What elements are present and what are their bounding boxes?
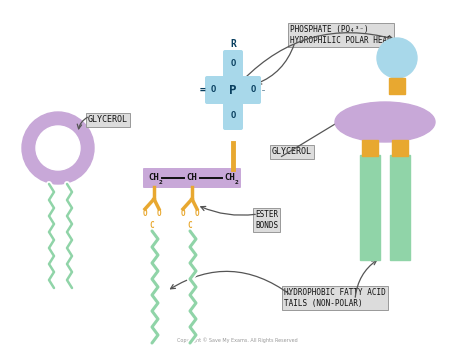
FancyBboxPatch shape xyxy=(143,168,241,188)
Circle shape xyxy=(22,112,94,184)
Text: CH: CH xyxy=(149,174,159,182)
Text: 2: 2 xyxy=(159,180,163,184)
Text: 2: 2 xyxy=(235,180,239,184)
FancyBboxPatch shape xyxy=(205,76,261,104)
Bar xyxy=(362,140,378,156)
Bar xyxy=(392,140,408,156)
Text: HYDROPHOBIC FATTY ACID
TAILS (NON-POLAR): HYDROPHOBIC FATTY ACID TAILS (NON-POLAR) xyxy=(284,288,386,308)
Text: CH: CH xyxy=(225,174,236,182)
Text: O: O xyxy=(210,86,216,95)
Text: P: P xyxy=(229,84,237,96)
Text: O: O xyxy=(181,209,185,219)
Text: ESTER
BONDS: ESTER BONDS xyxy=(255,210,278,230)
Text: O: O xyxy=(195,209,199,219)
Text: =: = xyxy=(200,85,206,95)
Text: C: C xyxy=(188,221,192,229)
Text: O: O xyxy=(157,209,161,219)
Text: Copyright © Save My Exams. All Rights Reserved: Copyright © Save My Exams. All Rights Re… xyxy=(177,337,297,343)
Text: O: O xyxy=(250,86,255,95)
Text: R: R xyxy=(230,39,236,49)
Text: GLYCEROL: GLYCEROL xyxy=(88,116,128,125)
Text: ⁻: ⁻ xyxy=(261,87,265,96)
Text: O: O xyxy=(230,60,236,69)
Text: O: O xyxy=(143,209,147,219)
Circle shape xyxy=(36,126,80,170)
Text: O: O xyxy=(230,111,236,120)
FancyBboxPatch shape xyxy=(223,50,243,130)
Text: C: C xyxy=(150,221,155,229)
Text: CH: CH xyxy=(187,174,197,182)
Ellipse shape xyxy=(335,102,435,142)
Circle shape xyxy=(377,38,417,78)
Bar xyxy=(390,155,410,260)
Text: GLYCEROL: GLYCEROL xyxy=(272,148,312,157)
Bar xyxy=(360,155,380,260)
Bar xyxy=(389,78,405,94)
Text: PHOSPHATE (PO₄³⁻)
HYDROPHILIC POLAR HEAD: PHOSPHATE (PO₄³⁻) HYDROPHILIC POLAR HEAD xyxy=(290,25,392,45)
